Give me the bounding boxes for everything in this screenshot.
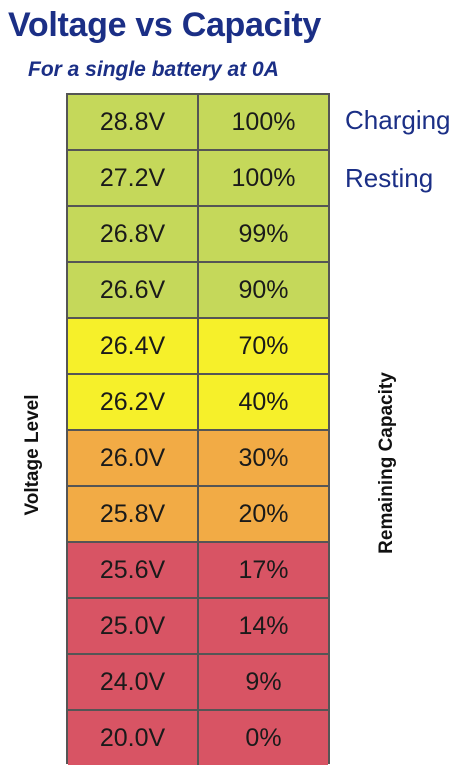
capacity-cell: 70%: [199, 319, 328, 373]
capacity-axis-label: Remaining Capacity: [376, 372, 397, 554]
table-row: 25.6V 17%: [68, 543, 328, 597]
voltage-axis-label: Voltage Level: [22, 394, 43, 516]
capacity-cell: 14%: [199, 599, 328, 653]
capacity-cell: 20%: [199, 487, 328, 541]
table-row: 25.0V 14%: [68, 599, 328, 653]
table-row: 26.6V 90%: [68, 263, 328, 317]
capacity-cell: 99%: [199, 207, 328, 261]
voltage-cell: 24.0V: [68, 655, 199, 709]
table-row: 26.4V 70%: [68, 319, 328, 373]
table-row: 26.2V 40%: [68, 375, 328, 429]
resting-label: Resting: [345, 163, 434, 193]
voltage-cell: 26.6V: [68, 263, 199, 317]
voltage-cell: 26.4V: [68, 319, 199, 373]
voltage-cell: 27.2V: [68, 151, 199, 205]
voltage-cell: 25.6V: [68, 543, 199, 597]
voltage-capacity-table: 28.8V 100% 27.2V 100% 26.8V 99% 26.6V 90% 26.4V 7…: [66, 93, 330, 765]
table-row: 25.8V 20%: [68, 487, 328, 541]
voltage-cell: 20.0V: [68, 711, 199, 765]
voltage-cell: 25.0V: [68, 599, 199, 653]
voltage-cell: 26.2V: [68, 375, 199, 429]
voltage-cell: 26.8V: [68, 207, 199, 261]
table-row: 27.2V 100%: [68, 151, 328, 205]
charging-label: Charging: [345, 105, 451, 135]
capacity-cell: 0%: [199, 711, 328, 765]
table-row: 28.8V 100%: [68, 95, 328, 149]
voltage-cell: 28.8V: [68, 95, 199, 149]
chart-title: Voltage vs Capacity: [8, 6, 322, 44]
capacity-cell: 100%: [199, 151, 328, 205]
capacity-cell: 30%: [199, 431, 328, 485]
chart-subtitle: For a single battery at 0A: [28, 58, 279, 81]
capacity-cell: 9%: [199, 655, 328, 709]
table-row: 26.0V 30%: [68, 431, 328, 485]
table-row: 20.0V 0%: [68, 711, 328, 765]
voltage-cell: 25.8V: [68, 487, 199, 541]
voltage-cell: 26.0V: [68, 431, 199, 485]
table-row: 26.8V 99%: [68, 207, 328, 261]
table-row: 24.0V 9%: [68, 655, 328, 709]
capacity-cell: 17%: [199, 543, 328, 597]
capacity-cell: 100%: [199, 95, 328, 149]
capacity-cell: 90%: [199, 263, 328, 317]
capacity-cell: 40%: [199, 375, 328, 429]
